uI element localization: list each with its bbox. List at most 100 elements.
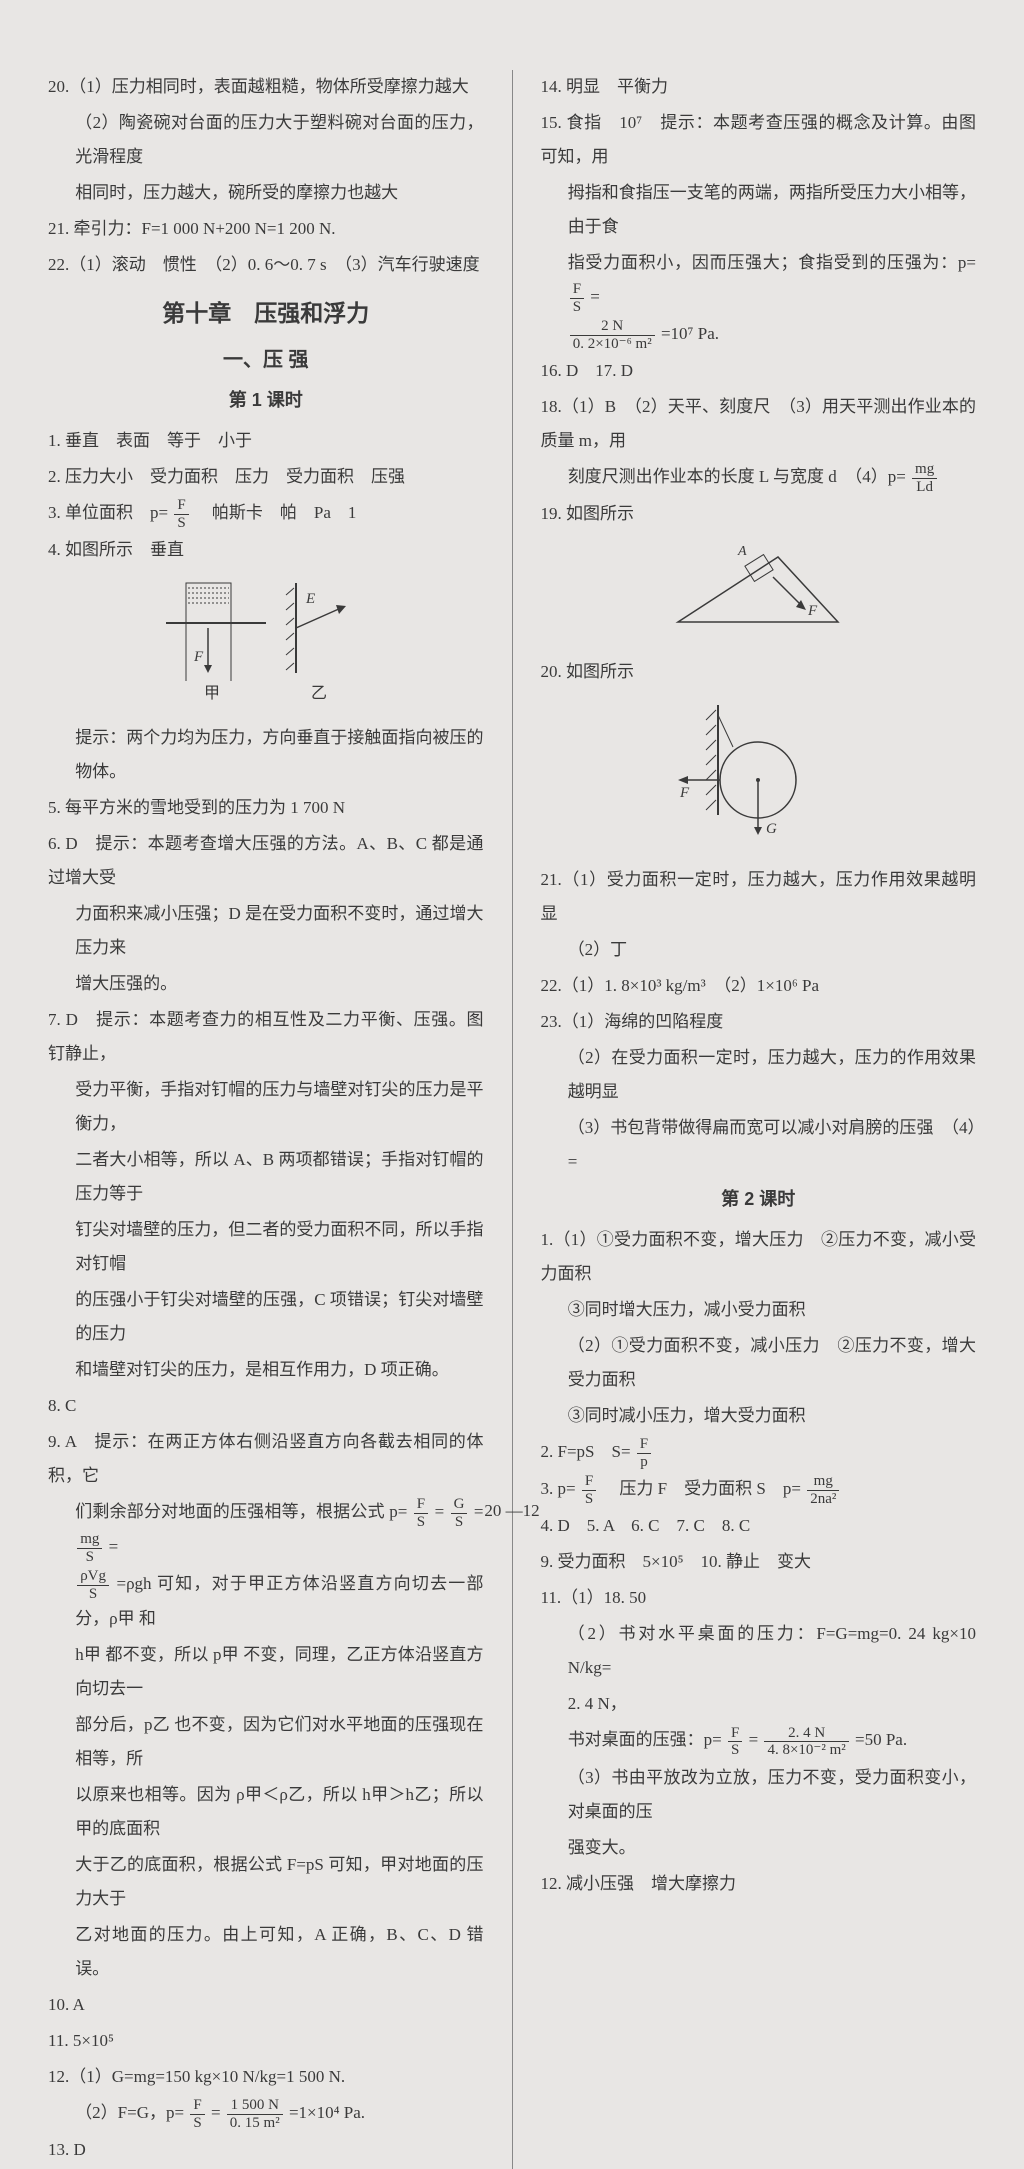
d: S — [190, 2115, 204, 2132]
ans18-l2a: 刻度尺测出作业本的长度 L 与宽度 d （4）p= — [568, 467, 906, 486]
ans22: 22.（1）1. 8×10³ kg/m³ （2）1×10⁶ Pa — [541, 969, 977, 1003]
ans12-f2: 1 500 N0. 15 m² — [227, 2097, 283, 2131]
eq: = — [590, 287, 600, 306]
ans8: 8. C — [48, 1389, 484, 1423]
ans9-l4: h甲 都不变，所以 p甲 不变，同理，乙正方体沿竖直方向切去一 — [48, 1638, 484, 1706]
d: p — [637, 1454, 651, 1471]
d: S — [570, 299, 584, 316]
fig20-F: F — [679, 785, 690, 801]
column-divider — [512, 70, 513, 2169]
b11-l4b: =50 Pa. — [855, 1730, 907, 1749]
b12: 12. 减小压强 增大摩擦力 — [541, 1867, 977, 1901]
ans2: 2. 压力大小 受力面积 压力 受力面积 压强 — [48, 460, 484, 494]
ans3-frac: F S — [174, 497, 188, 531]
eq: = — [211, 2103, 221, 2122]
ans3-pre: 3. 单位面积 p= — [48, 503, 168, 522]
ans9-l3: ρVgS =ρgh 可知，对于甲正方体沿竖直方向切去一部分，ρ甲 和 — [48, 1567, 484, 1636]
ans15-l2: 拇指和食指压一支笔的两端，两指所受压力大小相等，由于食 — [541, 176, 977, 244]
b2a: 2. F=pS S= — [541, 1442, 631, 1461]
n: F — [637, 1436, 651, 1454]
b2-frac: Fp — [637, 1436, 651, 1470]
ans12-l2: （2）F=G，p= FS = 1 500 N0. 15 m² =1×10⁴ Pa… — [48, 2096, 484, 2131]
ans18-l2: 刻度尺测出作业本的长度 L 与宽度 d （4）p= mgLd — [541, 460, 977, 495]
d: Ld — [912, 479, 937, 496]
n: mg — [77, 1531, 102, 1549]
fig20-G: G — [766, 821, 777, 837]
ans19: 19. 如图所示 — [541, 497, 977, 531]
ans14: 14. 明显 平衡力 — [541, 70, 977, 104]
ans3-post: 帕斯卡 帕 Pa 1 — [195, 503, 357, 522]
ans20: 20. 如图所示 — [541, 655, 977, 689]
ans7-l6: 和墙壁对钉尖的压力，是相互作用力，D 项正确。 — [48, 1353, 484, 1387]
n: ρVg — [77, 1568, 109, 1586]
ans12-l2b: =1×10⁴ Pa. — [289, 2103, 365, 2122]
ans9-l5: 部分后，p乙 也不变，因为它们对水平地面的压强现在相等，所 — [48, 1708, 484, 1776]
q22: 22.（1）滚动 惯性 （2）0. 6～0. 7 s （3）汽车行驶速度 — [48, 248, 484, 282]
d: 0. 2×10⁻⁶ m² — [570, 336, 655, 353]
ans21-l1: 21.（1）受力面积一定时，压力越大，压力作用效果越明显 — [541, 863, 977, 931]
figure-q4: F 甲 E 乙 — [48, 573, 484, 715]
lesson1-title: 第 1 课时 — [48, 382, 484, 418]
fig1-F: F — [193, 649, 204, 665]
ans13: 13. D — [48, 2133, 484, 2167]
b11-l5: （3）书由平放改为立放，压力不变，受力面积变小，对桌面的压 — [541, 1761, 977, 1829]
d: S — [77, 1549, 102, 1566]
ans23-l3: （3）书包背带做得扁而宽可以减小对肩膀的压强 （4）= — [541, 1111, 977, 1179]
n: F — [570, 281, 584, 299]
section-title: 一、压 强 — [48, 340, 484, 380]
q20-diagram-svg: F G — [658, 695, 858, 845]
b11-l4: 书对桌面的压强：p= FS = 2. 4 N4. 8×10⁻² m² =50 P… — [541, 1723, 977, 1758]
ans23-l1: 23.（1）海绵的凹陷程度 — [541, 1005, 977, 1039]
ans7-l5: 的压强小于钉尖对墙壁的压强，C 项错误；钉尖对墙壁的压力 — [48, 1283, 484, 1351]
q19-diagram-svg: A F — [648, 537, 868, 637]
q20-line2: （2）陶瓷碗对台面的压力大于塑料碗对台面的压力，光滑程度 — [48, 106, 484, 174]
ans6-l2: 力面积来减小压强；D 是在受力面积不变时，通过增大压力来 — [48, 897, 484, 965]
n: F — [728, 1725, 742, 1743]
ans10: 10. A — [48, 1988, 484, 2022]
b1-l3: （2）①受力面积不变，减小压力 ②压力不变，增大受力面积 — [541, 1329, 977, 1397]
ans7-l4: 钉尖对墙壁的压力，但二者的受力面积不同，所以手指对钉帽 — [48, 1213, 484, 1281]
fig19-A: A — [737, 544, 747, 559]
ans21-l2: （2）丁 — [541, 933, 977, 967]
fig1-caption-right: 乙 — [311, 685, 327, 702]
lesson2-title: 第 2 课时 — [541, 1181, 977, 1217]
n: 2. 4 N — [764, 1725, 848, 1743]
ans15-f2: 2 N0. 2×10⁻⁶ m² — [570, 318, 655, 352]
n: mg — [912, 461, 937, 479]
ans18-l1: 18.（1）B （2）天平、刻度尺 （3）用天平测出作业本的质量 m，用 — [541, 390, 977, 458]
right-column: 14. 明显 平衡力 15. 食指 10⁷ 提示：本题考查压强的概念及计算。由图… — [541, 70, 977, 2169]
fig1-caption-left: 甲 — [204, 685, 220, 702]
fig19-F: F — [807, 603, 818, 619]
ans23-l2: （2）在受力面积一定时，压力越大，压力的作用效果越明显 — [541, 1041, 977, 1109]
ans9-l7: 大于乙的底面积，根据公式 F=pS 可知，甲对地面的压力大于 — [48, 1848, 484, 1916]
ans6-l1: 6. D 提示：本题考查增大压强的方法。A、B、C 都是通过增大受 — [48, 827, 484, 895]
ans15-f1: FS — [570, 281, 584, 315]
q4-diagram-svg: F 甲 E 乙 — [156, 573, 376, 703]
ans7-l1: 7. D 提示：本题考查力的相互性及二力平衡、压强。图钉静止， — [48, 1003, 484, 1071]
b2: 2. F=pS S= Fp — [541, 1435, 977, 1470]
b11-l2: （2）书对水平桌面的压力：F=G=mg=0. 24 kg×10 N/kg= — [541, 1617, 977, 1685]
d: 0. 15 m² — [227, 2115, 283, 2132]
ans12-f1: FS — [190, 2097, 204, 2131]
b11-l1: 11.（1）18. 50 — [541, 1581, 977, 1615]
ans15-l4b: =10⁷ Pa. — [661, 324, 719, 343]
b1-l1: 1.（1）①受力面积不变，增大压力 ②压力不变，减小受力面积 — [541, 1223, 977, 1291]
ans4: 4. 如图所示 垂直 — [48, 533, 484, 567]
ans3: 3. 单位面积 p= F S 帕斯卡 帕 Pa 1 — [48, 496, 484, 531]
ans12-l2a: （2）F=G，p= — [75, 2103, 184, 2122]
b1-l2: ③同时增大压力，减小受力面积 — [541, 1293, 977, 1327]
n: F — [190, 2097, 204, 2115]
eq: = — [749, 1730, 759, 1749]
frac-num: F — [174, 497, 188, 515]
ans5: 5. 每平方米的雪地受到的压力为 1 700 N — [48, 791, 484, 825]
b9-10: 9. 受力面积 5×10⁵ 10. 静止 变大 — [541, 1545, 977, 1579]
b11-l6: 强变大。 — [541, 1831, 977, 1865]
b1-l4: ③同时减小压力，增大受力面积 — [541, 1399, 977, 1433]
ans7-l3: 二者大小相等，所以 A、B 两项都错误；手指对钉帽的压力等于 — [48, 1143, 484, 1211]
ans9-l6: 以原来也相等。因为 ρ甲＜ρ乙，所以 h甲＞h乙；所以甲的底面积 — [48, 1778, 484, 1846]
b11-f1: FS — [728, 1725, 742, 1759]
ans1: 1. 垂直 表面 等于 小于 — [48, 424, 484, 458]
ans15-l1: 15. 食指 10⁷ 提示：本题考查压强的概念及计算。由图可知，用 — [541, 106, 977, 174]
q20-line1: 20.（1）压力相同时，表面越粗糙，物体所受摩擦力越大 — [48, 70, 484, 104]
frac-den: S — [174, 515, 188, 532]
